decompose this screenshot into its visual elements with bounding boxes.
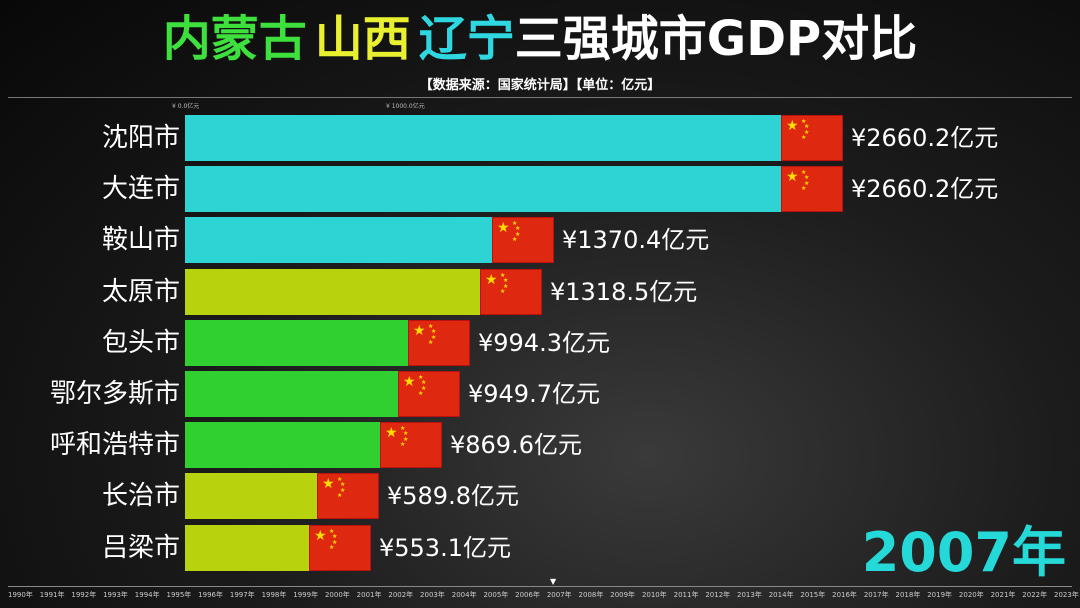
timeline-year-tick[interactable]: 1991年 bbox=[39, 591, 65, 599]
chart-title: 内蒙古 山西 辽宁三强城市GDP对比 bbox=[0, 6, 1080, 72]
category-label: 长治市 bbox=[101, 481, 180, 512]
top-axis-line bbox=[8, 97, 1072, 98]
timeline-year-tick[interactable]: 2013年 bbox=[737, 591, 762, 599]
timeline-year-tick[interactable]: 2022年 bbox=[1022, 591, 1048, 599]
timeline-year-tick[interactable]: 2000年 bbox=[324, 591, 350, 599]
category-label: 鄂尔多斯市 bbox=[49, 379, 180, 409]
china-flag-icon: ★ ★ ★ ★ ★ bbox=[480, 268, 542, 315]
timeline-year-tick[interactable]: 2021年 bbox=[990, 591, 1016, 599]
value-label: ¥589.8亿元 bbox=[387, 482, 519, 511]
timeline-year-tick[interactable]: 2007年 bbox=[546, 591, 572, 599]
china-flag-icon: ★ ★ ★ ★ ★ bbox=[317, 473, 379, 520]
bar bbox=[185, 473, 317, 520]
title-part-shanxi: 山西 bbox=[314, 11, 411, 67]
category-label: 包头市 bbox=[101, 327, 180, 358]
value-label: ¥1370.4亿元 bbox=[562, 226, 710, 255]
category-label: 太原市 bbox=[101, 276, 180, 307]
timeline-year-tick[interactable]: 1995年 bbox=[166, 591, 192, 599]
timeline-year-tick[interactable]: 2002年 bbox=[388, 591, 414, 599]
china-flag-icon: ★ ★ ★ ★ ★ bbox=[398, 371, 460, 417]
bar bbox=[185, 371, 398, 417]
timeline-axis bbox=[8, 586, 1072, 587]
category-label: 沈阳市 bbox=[101, 123, 180, 153]
bar bbox=[185, 166, 781, 213]
category-label: 呼和浩特市 bbox=[49, 430, 180, 461]
china-flag-icon: ★ ★ ★ ★ ★ bbox=[781, 166, 843, 213]
timeline-year-tick[interactable]: 2015年 bbox=[800, 591, 826, 599]
china-flag-icon: ★ ★ ★ ★ ★ bbox=[309, 524, 371, 571]
title-part-liaoning: 辽宁 bbox=[418, 11, 515, 67]
value-label: ¥949.7亿元 bbox=[468, 380, 600, 408]
value-label: ¥1318.5亿元 bbox=[550, 277, 698, 306]
timeline-year-tick[interactable]: 2005年 bbox=[483, 591, 509, 599]
bar bbox=[185, 268, 480, 315]
timeline-year-tick[interactable]: 2006年 bbox=[515, 591, 540, 599]
title-part-rest: 三强城市GDP对比 bbox=[514, 11, 918, 67]
timeline-year-tick[interactable]: 1996年 bbox=[198, 591, 223, 599]
value-label: ¥994.3亿元 bbox=[478, 328, 610, 357]
bar bbox=[185, 115, 781, 161]
value-label: ¥2660.2亿元 bbox=[851, 124, 999, 152]
timeline-year-tick[interactable]: 2012年 bbox=[705, 591, 731, 599]
bar bbox=[185, 524, 309, 571]
data-source-note: 【数据来源：国家统计局】【单位：亿元】 bbox=[419, 78, 661, 93]
timeline-year-tick[interactable]: 1990年 bbox=[8, 591, 33, 599]
china-flag-icon: ★ ★ ★ ★ ★ bbox=[781, 115, 843, 161]
timeline-year-tick[interactable]: 2011年 bbox=[673, 591, 699, 599]
bar bbox=[185, 319, 408, 366]
china-flag-icon: ★ ★ ★ ★ ★ bbox=[380, 422, 442, 469]
timeline-year-tick[interactable]: 2023年 bbox=[1054, 591, 1079, 599]
category-label: 大连市 bbox=[101, 174, 180, 205]
category-label: 鞍山市 bbox=[101, 225, 180, 256]
timeline-year-tick[interactable]: 2003年 bbox=[420, 591, 445, 599]
timeline-year-tick[interactable]: 1997年 bbox=[229, 591, 255, 599]
timeline-year-tick[interactable]: 2020年 bbox=[958, 591, 984, 599]
timeline-year-tick[interactable]: 1994年 bbox=[134, 591, 160, 599]
timeline-year-tick[interactable]: 1999年 bbox=[293, 591, 319, 599]
timeline-year-tick[interactable]: 2019年 bbox=[927, 591, 953, 599]
timeline-year-tick[interactable]: 2016年 bbox=[832, 591, 857, 599]
timeline-year-tick[interactable]: 2014年 bbox=[768, 591, 794, 599]
china-flag-icon: ★ ★ ★ ★ ★ bbox=[492, 217, 554, 264]
top-tick-label: ¥ 0.0亿元 bbox=[172, 103, 200, 110]
timeline-year-tick[interactable]: 2001年 bbox=[356, 591, 382, 599]
timeline-year-tick[interactable]: 2008年 bbox=[578, 591, 604, 599]
china-flag-icon: ★ ★ ★ ★ ★ bbox=[408, 319, 470, 366]
current-year-label: 2007年 bbox=[861, 521, 1066, 584]
timeline-year-tick[interactable]: 2010年 bbox=[641, 591, 667, 599]
category-label: 吕梁市 bbox=[101, 532, 180, 563]
title-part-inner-mongolia: 内蒙古 bbox=[162, 11, 307, 67]
timeline-year-tick[interactable]: 2017年 bbox=[863, 591, 889, 599]
timeline-year-tick[interactable]: 1993年 bbox=[103, 591, 128, 599]
value-label: ¥869.6亿元 bbox=[450, 431, 582, 460]
timeline-year-tick[interactable]: 2004年 bbox=[451, 591, 477, 599]
bar bbox=[185, 217, 492, 264]
timeline-year-tick[interactable]: 2018年 bbox=[895, 591, 921, 599]
timeline-year-tick[interactable]: 1998年 bbox=[261, 591, 287, 599]
bar bbox=[185, 422, 380, 469]
timeline-year-tick[interactable]: 1992年 bbox=[71, 591, 97, 599]
value-label: ¥553.1亿元 bbox=[379, 533, 511, 562]
value-label: ¥2660.2亿元 bbox=[851, 175, 999, 204]
timeline-cursor-icon[interactable]: ▼ bbox=[550, 577, 557, 586]
top-tick-label: ¥ 1000.0亿元 bbox=[386, 103, 425, 110]
timeline-year-tick[interactable]: 2009年 bbox=[610, 591, 636, 599]
